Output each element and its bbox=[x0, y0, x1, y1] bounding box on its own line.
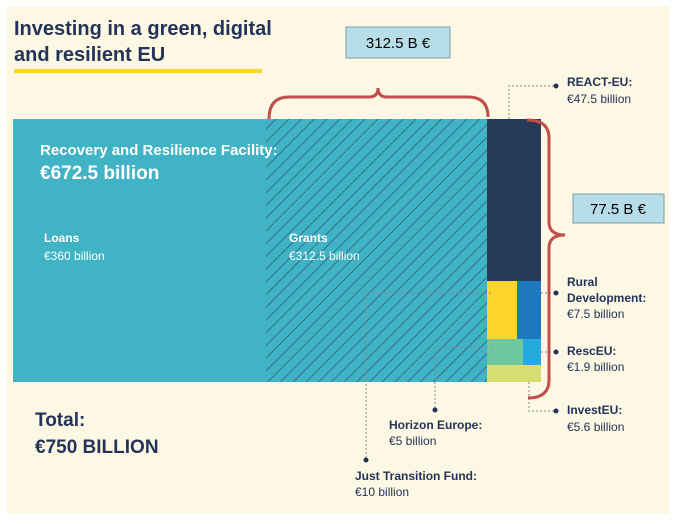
horizon-europe-label: Horizon Europe: bbox=[389, 418, 482, 432]
leader-horizon bbox=[434, 346, 494, 408]
react-eu-block bbox=[487, 119, 541, 281]
rescue-block bbox=[487, 339, 523, 365]
investeu-value: €5.6 billion bbox=[567, 420, 624, 434]
rescue-label: RescEU: bbox=[567, 344, 616, 358]
rural-label-line-2: Development: bbox=[567, 291, 646, 305]
leader-dots bbox=[363, 83, 559, 463]
leader-just-transition bbox=[365, 292, 493, 458]
chart-title-line-2: and resilient EU bbox=[14, 44, 165, 66]
rural-label-line-1: Rural bbox=[567, 275, 598, 289]
rrf-title: Recovery and Resilience Facility: bbox=[40, 142, 278, 159]
grants-brace bbox=[267, 87, 490, 120]
react-eu-value: €47.5 billion bbox=[567, 92, 631, 106]
loans-block bbox=[13, 119, 266, 382]
title-underline bbox=[14, 69, 262, 73]
just-transition-value: €10 billion bbox=[355, 485, 409, 499]
chart-title-line-1: Investing in a green, digital bbox=[14, 18, 272, 40]
loans-label: Loans bbox=[44, 231, 80, 245]
investeu-block bbox=[487, 365, 541, 382]
loans-value: €360 billion bbox=[44, 249, 105, 263]
just-transition-label: Just Transition Fund: bbox=[355, 469, 477, 483]
rrf-value: €672.5 billion bbox=[40, 163, 159, 184]
grants-label: Grants bbox=[289, 231, 328, 245]
rescue-block-part bbox=[523, 339, 541, 365]
investeu-label: InvestEU: bbox=[567, 403, 622, 417]
horizon-europe-value: €5 billion bbox=[389, 434, 436, 448]
react-eu-label: REACT-EU: bbox=[567, 75, 632, 89]
total-label: Total: bbox=[35, 410, 85, 431]
rural-development-block-part bbox=[517, 281, 541, 339]
rural-development-block bbox=[487, 281, 517, 339]
grants-value: €312.5 billion bbox=[289, 249, 360, 263]
leader-react-eu bbox=[508, 85, 556, 119]
other-programmes-brace bbox=[526, 118, 566, 400]
leader-investeu bbox=[528, 382, 556, 412]
other-callout-box bbox=[572, 193, 665, 224]
grants-callout-box bbox=[345, 26, 451, 59]
rescue-value: €1.9 billion bbox=[567, 360, 624, 374]
other-callout-text: 77.5 B € bbox=[590, 201, 647, 218]
total-value: €750 BILLION bbox=[35, 437, 159, 458]
grants-block bbox=[266, 119, 487, 382]
grants-callout-text: 312.5 B € bbox=[366, 35, 431, 52]
rural-value: €7.5 billion bbox=[567, 307, 624, 321]
